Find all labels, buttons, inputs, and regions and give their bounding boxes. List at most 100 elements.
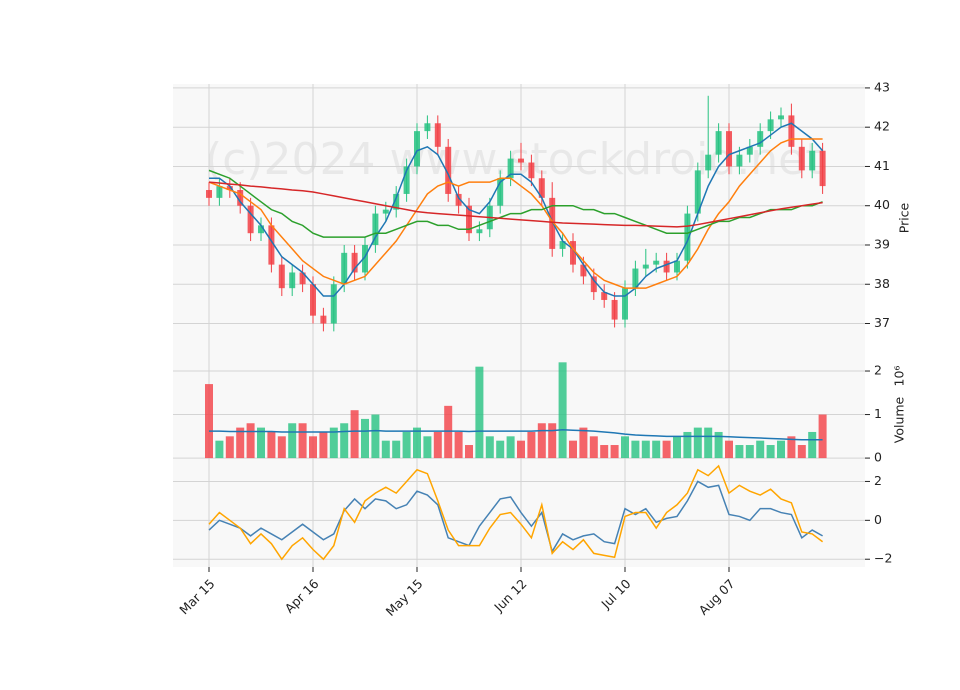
candle-body	[684, 213, 691, 261]
volume-bar	[298, 423, 307, 459]
volume-bar	[225, 436, 234, 459]
volume-bar	[496, 440, 505, 459]
candle-body	[216, 186, 223, 198]
candle-body	[674, 260, 680, 273]
volume-bar	[558, 362, 567, 459]
volume-bar	[693, 427, 702, 459]
candle-body	[580, 264, 587, 277]
volume-bar	[465, 445, 473, 459]
candle-body	[694, 170, 701, 214]
volume-bar	[329, 427, 338, 459]
y-tick-label: −2	[874, 551, 892, 566]
volume-bar	[818, 414, 827, 459]
candle-body	[705, 154, 712, 171]
candle-body	[237, 190, 244, 206]
candle-body	[382, 209, 389, 214]
volume-bar	[236, 427, 245, 459]
candle-body	[767, 119, 774, 132]
candle-body	[372, 213, 379, 245]
volume-bar	[267, 431, 276, 459]
volume-bar	[371, 414, 380, 459]
volume-bar	[506, 436, 515, 459]
candle-body	[622, 288, 628, 320]
candle-body	[455, 193, 462, 206]
volume-bar	[600, 445, 609, 459]
candle-body	[746, 146, 753, 155]
volume-bar	[361, 418, 369, 459]
candle-body	[247, 205, 254, 234]
volume-bar	[652, 440, 661, 459]
candle-body	[715, 131, 722, 155]
volume-bar	[579, 427, 588, 459]
x-tick-label: Jul 10	[598, 576, 634, 612]
volume-bar	[454, 431, 463, 459]
volume-bar	[257, 427, 265, 459]
candle-body	[362, 244, 368, 273]
volume-bar	[475, 366, 484, 459]
candle-body	[653, 260, 660, 265]
volume-bar	[797, 445, 806, 459]
candle-body	[258, 225, 264, 234]
volume-bar	[277, 436, 286, 459]
y-tick-label: 43	[874, 79, 890, 94]
moving-average	[208, 169, 823, 238]
candle-body	[424, 123, 431, 132]
candle-body	[642, 264, 649, 269]
candle-body	[330, 284, 337, 324]
volume-average	[209, 429, 823, 441]
volume-bar	[527, 431, 536, 459]
candle-body	[206, 190, 212, 198]
moving-average	[209, 122, 824, 297]
volume-bar	[350, 410, 359, 459]
volume-bar	[714, 431, 723, 459]
volume-bar	[246, 423, 255, 459]
candle-body	[736, 154, 743, 167]
candle-body	[341, 252, 348, 285]
x-tick-label: Jun 12	[490, 576, 529, 615]
x-tick-label: May 15	[383, 576, 426, 619]
moving-average	[208, 181, 823, 228]
y-tick-label: 2	[874, 473, 882, 488]
volume-bar	[433, 431, 442, 459]
volume-axis-label: Volume	[892, 396, 907, 443]
volume-bar	[673, 436, 681, 459]
volume-bar	[319, 431, 328, 459]
volume-bar	[621, 436, 629, 459]
volume-bar	[725, 440, 733, 459]
volume-bar	[735, 445, 744, 459]
volume-bar	[215, 440, 224, 459]
candle-body	[663, 260, 670, 273]
x-tick-label: Aug 07	[696, 576, 738, 618]
volume-bar	[589, 436, 598, 459]
y-tick-label: 37	[874, 315, 890, 330]
volume-bar	[517, 440, 525, 459]
volume-bar	[381, 440, 390, 459]
candle-body	[601, 292, 608, 300]
candle-body	[549, 197, 556, 249]
volume-bar	[423, 436, 432, 459]
volume-bar	[340, 423, 349, 459]
candle-body	[226, 186, 233, 191]
y-axis-label: Price	[897, 202, 912, 233]
candle-body	[518, 158, 524, 163]
y-tick-label: 0	[874, 512, 882, 527]
volume-bar	[631, 440, 640, 459]
volume-bar	[309, 436, 317, 459]
candle-body	[434, 123, 441, 147]
candle-body	[414, 131, 420, 167]
volume-bar	[683, 431, 692, 459]
y-tick-label: 41	[874, 158, 890, 173]
volume-bar	[766, 445, 775, 459]
volume-bar	[402, 431, 411, 459]
volume-bar	[444, 405, 453, 459]
candle-body	[528, 162, 535, 179]
y-tick-label: 2	[874, 363, 882, 378]
volume-bar	[288, 423, 297, 459]
volume-bar	[808, 431, 817, 459]
y-tick-label: 1	[874, 406, 882, 421]
candle-body	[310, 284, 316, 316]
x-tick-label: Apr 16	[282, 576, 322, 616]
candle-body	[278, 264, 285, 289]
volume-bar	[662, 440, 671, 459]
volume-bar	[787, 436, 796, 459]
